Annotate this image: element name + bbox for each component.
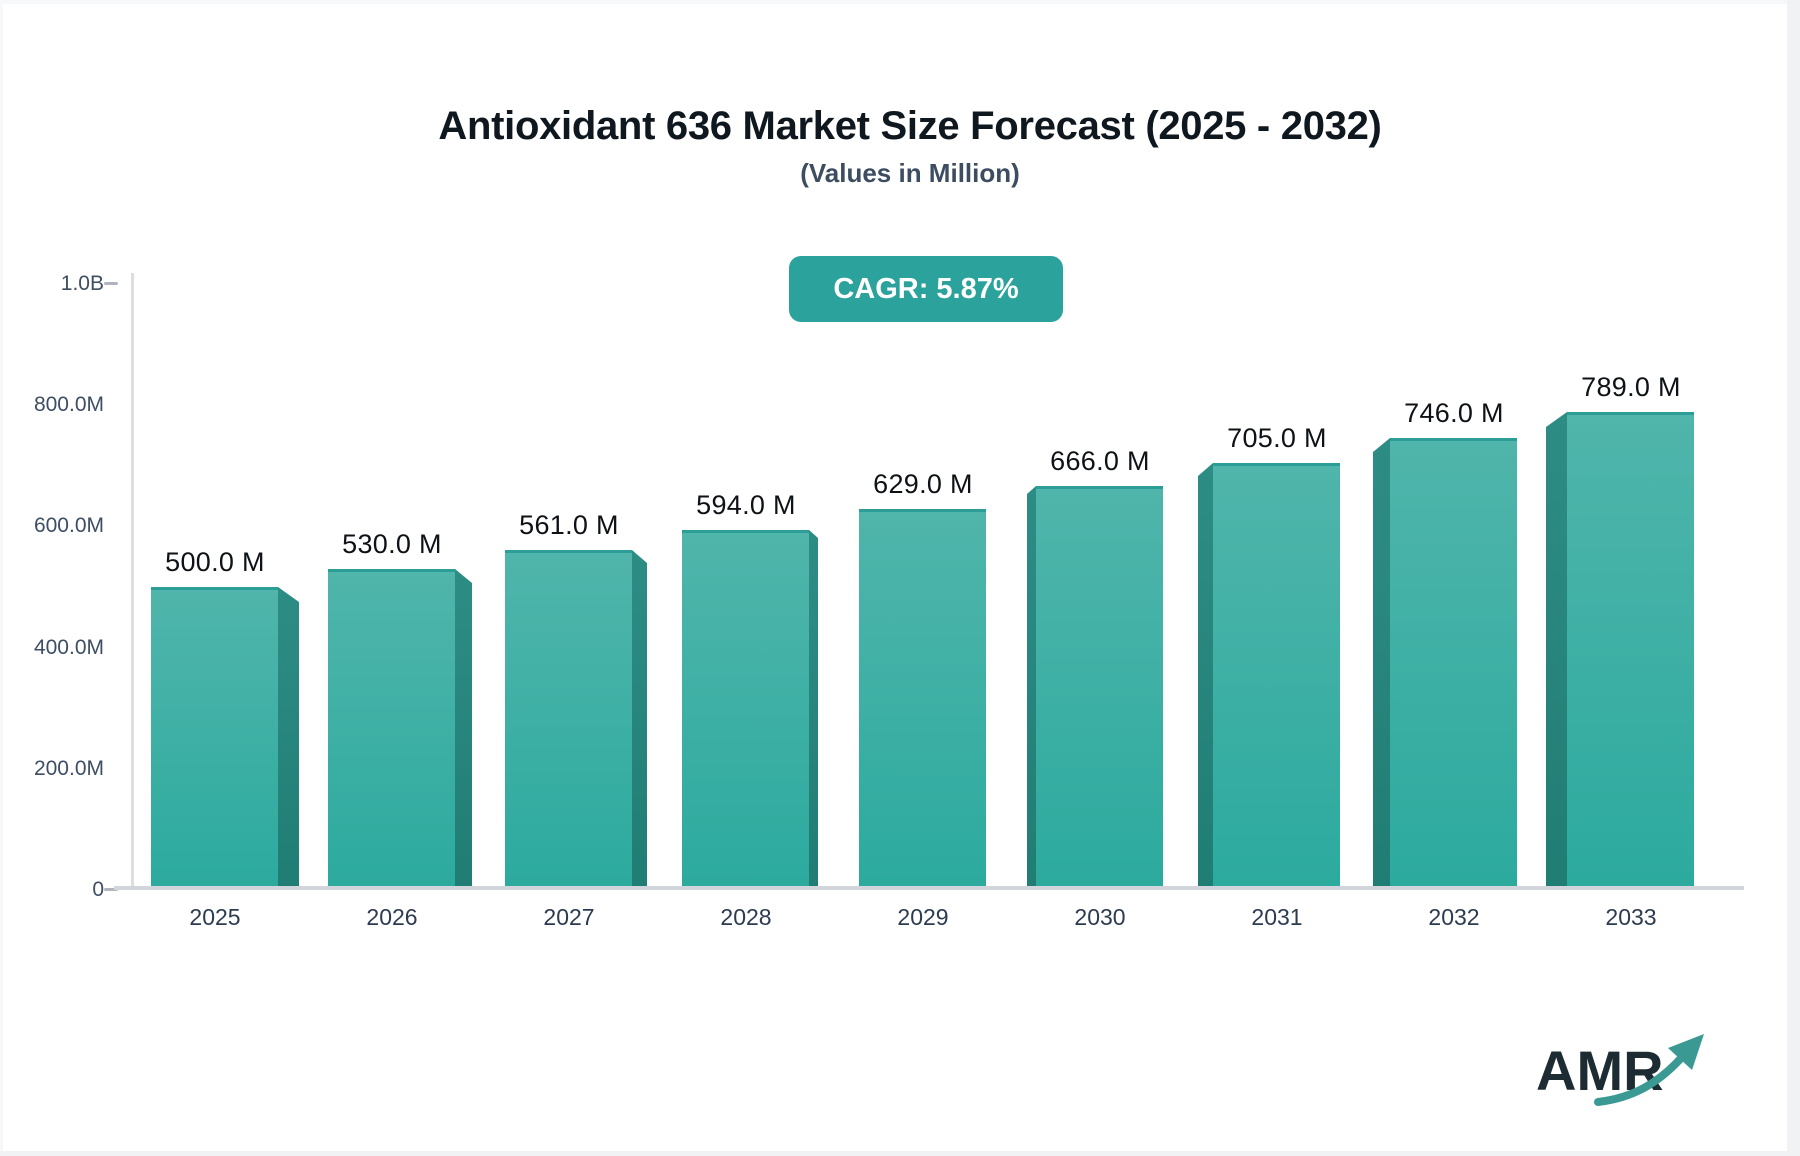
chart-title: Antioxidant 636 Market Size Forecast (20… [438,104,1382,148]
page-edge-bottom [0,1151,1800,1156]
y-axis-tick-label: 1.0B [60,272,104,295]
page-edge-left [0,0,3,1156]
chart-bar-2027[interactable] [505,550,632,890]
bar-side-face-2033 [1546,412,1567,890]
logo-arrow-icon [1594,1034,1704,1106]
chart-bar-2025[interactable] [151,587,278,890]
bar-value-label: 789.0 M [1581,372,1681,402]
chart-bar-2032[interactable] [1390,438,1517,890]
chart-bar-2033[interactable] [1567,412,1694,890]
bar-value-label: 666.0 M [1050,446,1150,476]
bar-value-label: 594.0 M [696,490,796,520]
x-axis-label: 2026 [366,904,418,930]
bar-value-label: 705.0 M [1227,423,1327,453]
cagr-badge: CAGR: 5.87% [789,256,1063,322]
logo-text: AMR [1536,1039,1664,1102]
chart-bar-2029[interactable] [859,509,986,890]
x-axis-line [114,886,1744,890]
x-axis-label: 2033 [1605,904,1657,930]
x-axis-label: 2030 [1074,904,1126,930]
bar-side-face-2032 [1373,438,1390,890]
bar-value-label: 530.0 M [342,529,442,559]
y-axis-tick-label: 400.0M [33,635,104,659]
y-axis-tick-mark [104,282,118,285]
x-axis-label: 2025 [189,904,241,930]
bar-side-face-2030 [1027,486,1036,890]
chart-bar-2026[interactable] [328,569,455,890]
x-axis-label: 2027 [543,904,595,930]
chart-subtitle: (Values in Million) [800,158,1020,188]
bar-value-label: 500.0 M [165,547,265,577]
x-axis-label: 2029 [897,904,949,930]
page-edge-right [1787,0,1800,1156]
chart-bar-2028[interactable] [682,530,809,890]
amr-logo: AMR [1536,1034,1704,1106]
x-axis-label: 2031 [1251,904,1303,930]
y-axis-tick-mark [104,888,118,891]
x-axis-label: 2028 [720,904,772,930]
y-axis-line [131,273,134,890]
bar-side-face-2028 [809,530,818,890]
bar-side-face-2026 [455,569,472,890]
bar-value-label: 561.0 M [519,510,619,540]
bar-side-face-2031 [1198,463,1213,890]
bar-value-label: 746.0 M [1404,398,1504,428]
x-axis-label: 2032 [1428,904,1480,930]
y-axis-tick-label: 600.0M [33,514,104,538]
chart-bar-2031[interactable] [1213,463,1340,890]
page-edge-top [0,0,1800,4]
bar-side-face-2027 [632,550,647,890]
y-axis-tick-label: 0 [92,878,104,901]
chart-bar-2030[interactable] [1036,486,1163,890]
bar-value-label: 629.0 M [873,469,973,499]
y-axis-tick-label: 800.0M [33,393,104,417]
bar-side-face-2025 [278,587,299,890]
y-axis-tick-label: 200.0M [33,756,104,780]
